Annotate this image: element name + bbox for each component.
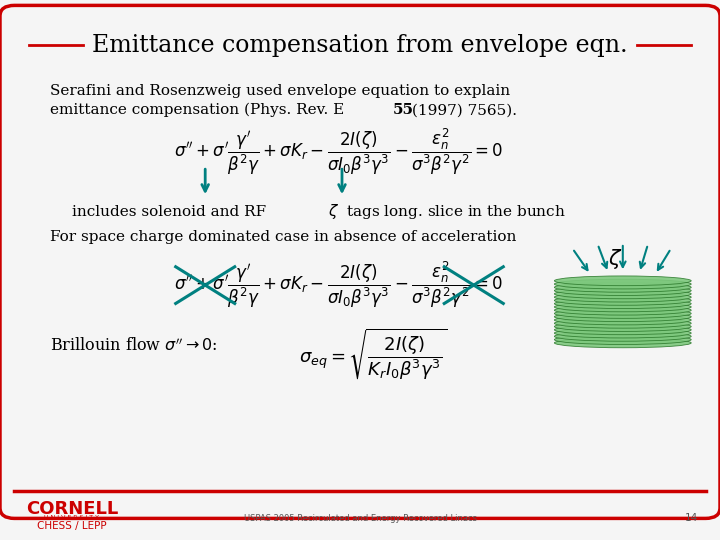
Text: 55: 55 xyxy=(392,103,413,117)
Ellipse shape xyxy=(554,286,691,295)
Ellipse shape xyxy=(554,335,691,345)
Text: Serafini and Rosenzweig used envelope equation to explain: Serafini and Rosenzweig used envelope eq… xyxy=(50,84,510,98)
Ellipse shape xyxy=(554,338,691,348)
Text: includes solenoid and RF: includes solenoid and RF xyxy=(72,205,266,219)
Ellipse shape xyxy=(554,299,691,308)
Ellipse shape xyxy=(554,282,691,292)
Ellipse shape xyxy=(554,302,691,312)
Ellipse shape xyxy=(554,332,691,341)
Text: For space charge dominated case in absence of acceleration: For space charge dominated case in absen… xyxy=(50,230,517,244)
Text: $\sigma_{eq} = \sqrt{\dfrac{2I(\zeta)}{K_r I_0 \beta^3 \gamma^3}}$: $\sigma_{eq} = \sqrt{\dfrac{2I(\zeta)}{K… xyxy=(299,326,447,382)
Text: CORNELL: CORNELL xyxy=(26,500,118,518)
Text: USPAS 2005 Recirculated and Energy Recovered Linacs: USPAS 2005 Recirculated and Energy Recov… xyxy=(243,514,477,523)
Ellipse shape xyxy=(554,309,691,319)
Ellipse shape xyxy=(554,305,691,315)
Ellipse shape xyxy=(554,276,691,286)
Text: $\sigma'' + \sigma'\dfrac{\gamma'}{\beta^2\gamma} + \sigma K_r - \dfrac{2I(\zeta: $\sigma'' + \sigma'\dfrac{\gamma'}{\beta… xyxy=(174,127,503,178)
Ellipse shape xyxy=(554,292,691,302)
Text: U N I V E R S I T Y: U N I V E R S I T Y xyxy=(45,515,99,520)
Text: Emittance compensation from envelope eqn.: Emittance compensation from envelope eqn… xyxy=(92,35,628,57)
Ellipse shape xyxy=(554,289,691,299)
Ellipse shape xyxy=(554,312,691,322)
FancyBboxPatch shape xyxy=(0,5,720,518)
Ellipse shape xyxy=(554,315,691,325)
Text: emittance compensation (Phys. Rev. E: emittance compensation (Phys. Rev. E xyxy=(50,103,349,117)
Text: $\sigma'' + \sigma'\dfrac{\gamma'}{\beta^2\gamma} + \sigma K_r - \dfrac{2I(\zeta: $\sigma'' + \sigma'\dfrac{\gamma'}{\beta… xyxy=(174,260,503,310)
Ellipse shape xyxy=(554,328,691,338)
Ellipse shape xyxy=(554,322,691,332)
Text: $\zeta$  tags long. slice in the bunch: $\zeta$ tags long. slice in the bunch xyxy=(328,202,565,221)
Text: 14: 14 xyxy=(685,514,698,523)
Ellipse shape xyxy=(554,279,691,289)
Text: Brillouin flow $\sigma'' \to 0$:: Brillouin flow $\sigma'' \to 0$: xyxy=(50,338,218,355)
Text: (1997) 7565).: (1997) 7565). xyxy=(407,103,517,117)
Ellipse shape xyxy=(554,319,691,328)
Text: CHESS / LEPP: CHESS / LEPP xyxy=(37,522,107,531)
Text: $\zeta$: $\zeta$ xyxy=(608,247,623,271)
Ellipse shape xyxy=(554,325,691,335)
Ellipse shape xyxy=(554,295,691,305)
